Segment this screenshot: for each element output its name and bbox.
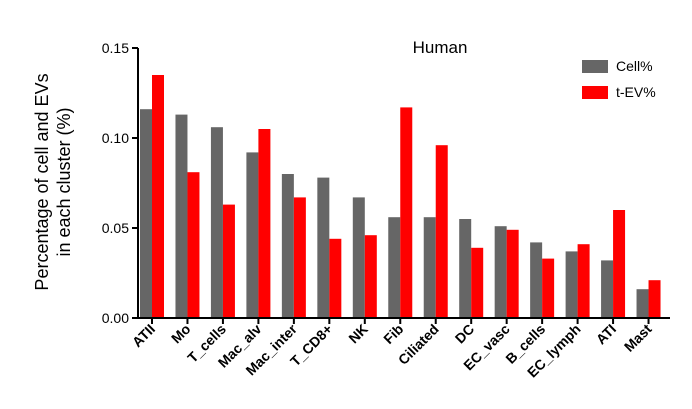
- category-group: [140, 75, 164, 318]
- y-axis-title-line-1: Percentage of cell and EVs: [32, 73, 52, 290]
- bar-tev-percent: [329, 238, 342, 318]
- bar-cell-percent: [317, 177, 330, 318]
- category-group: [565, 244, 590, 318]
- category-group: [459, 219, 484, 318]
- legend-label: Cell%: [616, 58, 653, 74]
- bar-tev-percent: [577, 244, 590, 318]
- bar-cell-percent: [246, 152, 259, 318]
- category-group: [210, 127, 235, 318]
- y-axis-title-line-2: in each cluster (%): [54, 107, 74, 256]
- category-group: [423, 145, 448, 318]
- bar-cell-percent: [281, 174, 294, 318]
- bar-cell-percent: [636, 289, 649, 318]
- bar-tev-percent: [648, 280, 661, 318]
- bar-tev-percent: [152, 75, 164, 318]
- bar-cell-percent: [388, 217, 401, 318]
- bar-cell-percent: [530, 242, 543, 318]
- bar-tev-percent: [400, 107, 413, 319]
- x-tick-label: NK: [345, 321, 371, 347]
- bar-cell-percent: [352, 197, 365, 318]
- legend-swatch: [582, 86, 608, 99]
- bar-cell-percent: [565, 251, 578, 318]
- bar-tev-percent: [613, 210, 626, 318]
- bar-cell-percent: [140, 109, 152, 318]
- bar-cell-percent: [210, 127, 223, 318]
- x-tick-label: Mast: [621, 321, 655, 355]
- bar-cell-percent: [494, 226, 507, 318]
- x-tick-label: ATI: [593, 321, 620, 348]
- category-group: [530, 242, 555, 318]
- bar-tev-percent: [293, 197, 306, 318]
- bar-cell-percent: [601, 260, 614, 318]
- category-group: [175, 114, 200, 318]
- bar-tev-percent: [364, 235, 377, 318]
- bar-tev-percent: [187, 172, 200, 318]
- category-group: [388, 107, 413, 319]
- y-axis: 0.00 0.05 0.10 0.15: [102, 40, 139, 326]
- x-tick-label: Mo: [168, 321, 194, 347]
- y-axis-title: Percentage of cell and EVs in each clust…: [32, 73, 74, 290]
- bar-tev-percent: [471, 247, 484, 318]
- category-group: [352, 197, 377, 318]
- chart-title: Human: [413, 38, 468, 57]
- bar-cell-percent: [423, 217, 436, 318]
- legend: Cell% t-EV%: [582, 58, 656, 100]
- bar-cell-percent: [459, 219, 472, 318]
- bar-tev-percent: [506, 229, 519, 318]
- bar-cell-percent: [175, 114, 188, 318]
- y-tick-label: 0.10: [102, 130, 129, 146]
- legend-label: t-EV%: [616, 84, 656, 100]
- y-tick-label: 0.05: [102, 220, 129, 236]
- category-group: [494, 226, 519, 318]
- y-tick-label: 0.15: [102, 40, 129, 56]
- category-group: [636, 280, 661, 318]
- category-group: [281, 174, 306, 318]
- x-tick-label: DC: [452, 321, 478, 347]
- bar-tev-percent: [222, 204, 235, 318]
- legend-swatch: [582, 60, 608, 73]
- bar-tev-percent: [542, 258, 555, 318]
- category-group: [246, 129, 271, 318]
- x-tick-label: Fib: [380, 321, 406, 347]
- bars: [140, 75, 661, 319]
- category-group: [601, 210, 626, 318]
- x-tick-label: ATII: [129, 321, 158, 350]
- bar-tev-percent: [258, 129, 271, 318]
- category-group: [317, 177, 342, 318]
- y-tick-label: 0.00: [102, 310, 129, 326]
- bar-tev-percent: [435, 145, 448, 318]
